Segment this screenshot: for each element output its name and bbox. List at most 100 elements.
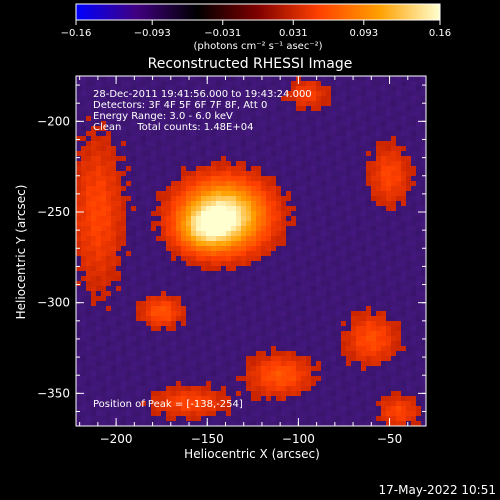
heatmap-cell xyxy=(106,266,112,272)
heatmap-cell xyxy=(416,231,422,237)
heatmap-cell xyxy=(96,306,102,312)
heatmap-cell xyxy=(216,376,222,382)
heatmap-cell xyxy=(256,211,262,217)
heatmap-cell xyxy=(306,161,312,167)
heatmap-cell xyxy=(366,111,372,117)
heatmap-cell xyxy=(281,151,287,157)
heatmap-cell xyxy=(226,141,232,147)
heatmap-cell xyxy=(156,271,162,277)
heatmap-cell xyxy=(146,356,152,362)
heatmap-cell xyxy=(281,411,287,417)
heatmap-cell xyxy=(221,141,227,147)
heatmap-cell xyxy=(351,256,357,262)
heatmap-cell xyxy=(201,341,207,347)
heatmap-cell xyxy=(351,176,357,182)
heatmap-cell xyxy=(331,341,337,347)
heatmap-cell xyxy=(231,101,237,107)
heatmap-cell xyxy=(376,101,382,107)
heatmap-cell xyxy=(371,216,377,222)
heatmap-cell xyxy=(411,96,417,102)
heatmap-cell xyxy=(371,196,377,202)
heatmap-cell xyxy=(136,181,142,187)
heatmap-cell xyxy=(321,191,327,197)
heatmap-cell xyxy=(146,221,152,227)
heatmap-cell xyxy=(336,216,342,222)
heatmap-cell xyxy=(101,96,107,102)
heatmap-cell xyxy=(396,166,402,172)
heatmap-cell xyxy=(111,291,117,297)
heatmap-cell xyxy=(146,421,152,427)
heatmap-cell xyxy=(251,291,257,297)
heatmap-cell xyxy=(166,276,172,282)
heatmap-cell xyxy=(161,271,167,277)
heatmap-cell xyxy=(376,191,382,197)
heatmap-cell xyxy=(236,376,242,382)
heatmap-cell xyxy=(221,121,227,127)
heatmap-cell xyxy=(81,256,87,262)
heatmap-cell xyxy=(396,406,402,412)
heatmap-cell xyxy=(176,386,182,392)
heatmap-cell xyxy=(201,231,207,237)
heatmap-cell xyxy=(171,151,177,157)
heatmap-cell xyxy=(126,366,132,372)
heatmap-cell xyxy=(91,371,97,377)
heatmap-cell xyxy=(141,176,147,182)
heatmap-cell xyxy=(326,406,332,412)
heatmap-cell xyxy=(146,286,152,292)
heatmap-cell xyxy=(211,296,217,302)
heatmap-cell xyxy=(216,101,222,107)
heatmap-cell xyxy=(306,226,312,232)
heatmap-cell xyxy=(311,191,317,197)
heatmap-cell xyxy=(216,321,222,327)
heatmap-cell xyxy=(326,96,332,102)
heatmap-cell xyxy=(161,136,167,142)
heatmap-cell xyxy=(291,231,297,237)
heatmap-cell xyxy=(411,396,417,402)
heatmap-cell xyxy=(291,346,297,352)
heatmap-cell xyxy=(226,91,232,97)
heatmap-cell xyxy=(146,101,152,107)
heatmap-cell xyxy=(346,271,352,277)
heatmap-cell xyxy=(251,421,257,427)
heatmap-cell xyxy=(241,91,247,97)
heatmap-cell xyxy=(306,361,312,367)
heatmap-cell xyxy=(116,126,122,132)
heatmap-cell xyxy=(161,216,167,222)
heatmap-cell xyxy=(386,231,392,237)
heatmap-cell xyxy=(161,151,167,157)
heatmap-cell xyxy=(401,331,407,337)
heatmap-cell xyxy=(351,241,357,247)
heatmap-cell xyxy=(251,111,257,117)
heatmap-cell xyxy=(136,241,142,247)
heatmap-cell xyxy=(111,126,117,132)
heatmap-cell xyxy=(211,146,217,152)
heatmap-cell xyxy=(261,316,267,322)
heatmap-cell xyxy=(146,251,152,257)
heatmap-cell xyxy=(251,206,257,212)
heatmap-cell xyxy=(356,326,362,332)
heatmap-cell xyxy=(191,116,197,122)
heatmap-cell xyxy=(221,111,227,117)
heatmap-cell xyxy=(106,211,112,217)
heatmap-cell xyxy=(276,346,282,352)
heatmap-cell xyxy=(346,126,352,132)
heatmap-cell xyxy=(276,171,282,177)
heatmap-cell xyxy=(116,146,122,152)
heatmap-cell xyxy=(406,406,412,412)
heatmap-cell xyxy=(406,231,412,237)
heatmap-cell xyxy=(176,291,182,297)
heatmap-cell xyxy=(351,251,357,257)
heatmap-cell xyxy=(251,416,257,422)
heatmap-cell xyxy=(206,201,212,207)
heatmap-cell xyxy=(121,96,127,102)
heatmap-cell xyxy=(246,421,252,427)
heatmap-cell xyxy=(181,271,187,277)
heatmap-cell xyxy=(141,406,147,412)
heatmap-cell xyxy=(181,161,187,167)
heatmap-cell xyxy=(356,76,362,82)
heatmap-cell xyxy=(281,146,287,152)
heatmap-cell xyxy=(241,211,247,217)
heatmap-cell xyxy=(91,396,97,402)
heatmap-cell xyxy=(311,271,317,277)
heatmap-cell xyxy=(341,116,347,122)
